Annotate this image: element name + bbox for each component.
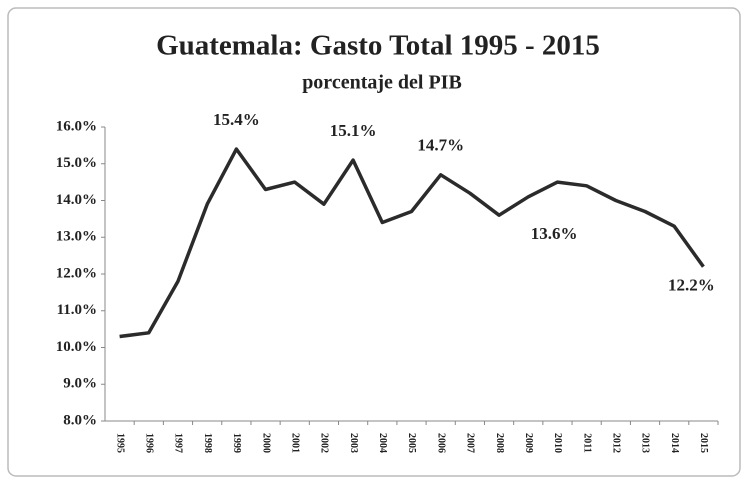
chart-border (7, 7, 741, 477)
x-tick-label: 2013 (640, 433, 651, 453)
y-tick-label: 13.0% (56, 229, 97, 245)
x-tick-label: 1995 (114, 433, 125, 453)
y-tick-label: 14.0% (56, 192, 97, 208)
value-label: 15.4% (213, 110, 260, 129)
y-tick-label: 9.0% (63, 376, 97, 392)
value-label: 13.6% (531, 224, 578, 243)
y-tick-label: 15.0% (56, 155, 97, 171)
x-tick-label: 2002 (319, 433, 330, 453)
chart-subtitle: porcentaje del PIB (302, 72, 462, 94)
x-tick-label: 2005 (406, 433, 417, 453)
x-tick-label: 2001 (289, 433, 300, 453)
y-tick-label: 12.0% (56, 265, 97, 281)
x-tick-label: 2012 (611, 433, 622, 453)
x-tick-label: 2007 (465, 433, 476, 453)
value-label: 15.1% (330, 121, 377, 140)
x-tick-label: 1997 (173, 433, 184, 453)
value-label: 14.7% (417, 136, 464, 155)
y-tick-label: 8.0% (63, 412, 97, 428)
y-tick-label: 11.0% (57, 302, 97, 318)
x-tick-label: 2003 (348, 433, 359, 453)
value-label: 12.2% (668, 276, 715, 295)
x-tick-label: 2004 (377, 433, 388, 453)
y-tick-label: 16.0% (56, 118, 97, 134)
x-tick-label: 2010 (552, 433, 563, 453)
x-tick-label: 1998 (202, 433, 213, 453)
y-tick-label: 10.0% (56, 339, 97, 355)
x-tick-label: 2009 (523, 433, 534, 453)
x-tick-label: 1999 (231, 433, 242, 453)
x-tick-label: 2008 (494, 433, 505, 453)
x-tick-label: 2014 (669, 433, 680, 453)
chart-title: Guatemala: Gasto Total 1995 - 2015 (156, 30, 600, 62)
x-tick-label: 2006 (435, 433, 446, 453)
x-tick-label: 2000 (260, 433, 271, 453)
data-line (119, 147, 705, 339)
x-tick-label: 1996 (143, 433, 154, 453)
x-tick-label: 2015 (698, 433, 709, 453)
x-tick-label: 2011 (581, 433, 592, 452)
